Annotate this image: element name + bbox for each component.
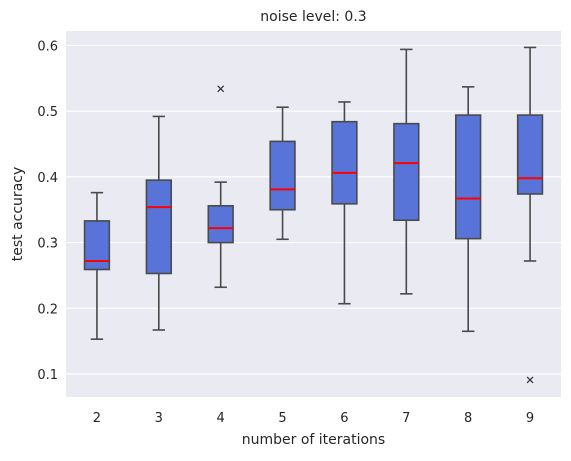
x-tick-label: 8 (464, 411, 472, 426)
box-iqr (207, 204, 234, 244)
y-tick-label: 0.5 (37, 105, 58, 120)
flier-marker (217, 85, 225, 93)
x-axis-ticks: 2 3 4 5 6 7 8 9 (93, 411, 534, 426)
box-iqr (455, 114, 482, 240)
x-tick-label: 3 (155, 411, 163, 426)
y-axis-ticks: 0.1 0.2 0.3 0.4 0.5 0.6 (37, 39, 58, 383)
flier-stroke (526, 376, 534, 384)
box-iqr (393, 122, 420, 222)
box-iqr (269, 140, 296, 211)
box-group (455, 86, 482, 333)
box-iqr (516, 114, 544, 195)
box-iqr (83, 220, 111, 271)
box-iqr (331, 120, 358, 205)
x-tick-label: 7 (402, 411, 410, 426)
flier-stroke (217, 85, 225, 93)
plot-background (66, 31, 561, 397)
x-tick-label: 9 (526, 411, 534, 426)
chart-title: noise level: 0.3 (260, 9, 366, 25)
y-tick-label: 0.3 (37, 237, 58, 252)
x-tick-label: 6 (340, 411, 348, 426)
flier-marker (526, 376, 534, 384)
x-tick-label: 2 (93, 411, 101, 426)
box-iqr (145, 179, 172, 275)
x-tick-label: 5 (278, 411, 286, 426)
box-group (83, 191, 111, 340)
box-group (516, 46, 544, 384)
box-group (207, 85, 234, 289)
y-tick-label: 0.6 (37, 39, 58, 54)
boxes (83, 46, 544, 384)
box-group (393, 48, 420, 295)
x-axis-label: number of iterations (242, 432, 385, 448)
y-tick-label: 0.1 (37, 368, 58, 383)
box-group (145, 115, 172, 331)
box-group (331, 101, 358, 305)
y-tick-label: 0.4 (37, 171, 58, 186)
y-axis-label: test accuracy (10, 167, 26, 262)
y-tick-label: 0.2 (37, 302, 58, 317)
box-group (269, 106, 296, 241)
x-tick-label: 4 (217, 411, 225, 426)
